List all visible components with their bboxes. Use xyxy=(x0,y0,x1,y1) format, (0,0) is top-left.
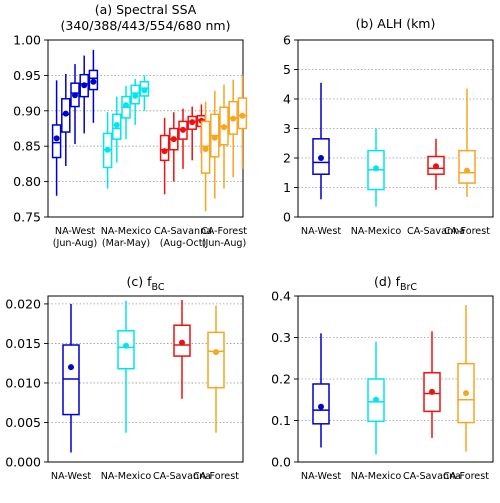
y-tick-label: 5 xyxy=(283,62,291,77)
x-category-label: CA-Forest xyxy=(443,471,489,482)
mean-marker xyxy=(464,167,470,174)
panel-title-main: (d) f xyxy=(374,274,401,289)
x-category-label: NA-Mexico xyxy=(351,471,402,482)
x-category-label: NA-West xyxy=(301,471,341,482)
mean-marker xyxy=(113,121,120,128)
mean-marker xyxy=(170,136,177,143)
mean-marker xyxy=(104,146,111,153)
panel-title: (c) fBC xyxy=(127,274,165,293)
panel-title: (b) ALH (km) xyxy=(356,16,436,31)
mean-marker xyxy=(318,155,324,161)
x-category-label: NA-Mexico xyxy=(101,471,152,482)
x-category-sublabel: (Jun-Aug) xyxy=(202,238,246,249)
panel-title: (a) Spectral SSA xyxy=(95,2,197,17)
mean-marker xyxy=(62,110,69,117)
panel-title-subscript: BC xyxy=(152,282,165,293)
y-tick-label: 0.2 xyxy=(271,372,291,387)
y-tick-label: 4 xyxy=(283,92,291,107)
mean-marker xyxy=(373,396,379,403)
x-category-label: CA-Forest xyxy=(444,226,490,237)
mean-marker xyxy=(202,146,209,153)
panel-title: (d) fBrC xyxy=(374,274,417,293)
x-category-sublabel: (Jun-Aug) xyxy=(53,238,97,249)
x-category-label: CA-Forest xyxy=(201,226,247,237)
y-tick-label: 0 xyxy=(283,210,291,225)
mean-marker xyxy=(123,342,129,349)
mean-marker xyxy=(179,339,185,346)
x-category-label: NA-Mexico xyxy=(351,226,402,237)
mean-marker xyxy=(90,78,97,85)
x-category-label: CA-Savanna xyxy=(403,471,461,482)
x-category-sublabel: (Aug-Oct) xyxy=(160,238,207,249)
plot-frame xyxy=(297,295,494,463)
mean-marker xyxy=(161,148,168,155)
mean-marker xyxy=(221,124,227,131)
y-tick-label: 0.000 xyxy=(5,455,41,470)
mean-marker xyxy=(373,165,379,172)
panel-subtitle: (340/388/443/554/680 nm) xyxy=(61,18,231,33)
mean-marker xyxy=(213,349,219,356)
mean-marker xyxy=(132,92,139,99)
x-category-label: CA-Savanna xyxy=(154,226,212,237)
plot-frame xyxy=(297,39,494,218)
mean-marker xyxy=(189,119,196,126)
box xyxy=(62,344,80,416)
y-tick-label: 0.015 xyxy=(5,336,41,351)
y-tick-label: 2 xyxy=(283,151,291,166)
panel-spectral-ssa: (a) Spectral SSA (340/388/443/554/680 nm… xyxy=(13,2,247,249)
mean-marker xyxy=(141,87,148,94)
plot-frame xyxy=(47,295,244,463)
x-category-sublabel: (Mar-May) xyxy=(102,238,150,249)
mean-marker xyxy=(72,92,78,99)
mean-marker xyxy=(68,364,74,371)
y-tick-label: 0.4 xyxy=(271,289,291,304)
box xyxy=(159,134,170,162)
box xyxy=(458,149,476,184)
y-tick-label: 0.010 xyxy=(5,375,41,390)
y-tick-label: 1.00 xyxy=(13,33,41,48)
mean-marker xyxy=(230,115,237,122)
mean-marker xyxy=(211,134,218,141)
y-tick-label: 0.005 xyxy=(5,415,41,430)
x-category-label: NA-West xyxy=(301,226,341,237)
x-category-label: NA-Mexico xyxy=(101,226,152,237)
mean-marker xyxy=(123,102,129,109)
x-category-label: NA-West xyxy=(55,226,95,237)
panel-title-main: (c) f xyxy=(127,274,153,289)
mean-marker xyxy=(463,390,469,397)
mean-marker xyxy=(180,126,186,133)
y-tick-label: 0.020 xyxy=(5,296,41,311)
box xyxy=(117,330,135,370)
mean-marker xyxy=(81,82,88,89)
x-category-label: CA-Forest xyxy=(193,471,239,482)
panel-alh: (b) ALH (km) 0 1 2 3 4 5 6 NA-West NA-Mexico CA-S… xyxy=(283,16,494,237)
y-tick-label: 0.85 xyxy=(13,139,41,154)
panel-fbc: (c) fBC 0.000 0.005 0.010 0.015 0.020 NA-West… xyxy=(5,274,244,482)
box xyxy=(207,331,225,389)
y-tick-label: 3 xyxy=(283,121,291,136)
y-tick-label: 1 xyxy=(283,180,291,195)
y-tick-label: 0.80 xyxy=(13,174,41,189)
panel-fbrc: (d) fBrC 0.0 0.1 0.2 0.3 0.4 NA-West NA-Mexico… xyxy=(271,274,494,482)
x-category-label: NA-West xyxy=(51,471,91,482)
y-tick-label: 6 xyxy=(283,33,291,48)
y-tick-label: 0.95 xyxy=(13,68,41,83)
panel-title-subscript: BrC xyxy=(400,282,417,293)
mean-marker xyxy=(318,403,324,410)
x-category-label: CA-Savanna xyxy=(153,471,211,482)
y-tick-label: 0.75 xyxy=(13,210,41,225)
y-tick-label: 0.1 xyxy=(271,413,291,428)
y-tick-label: 0.0 xyxy=(271,455,291,470)
x-category-label: CA-Savanna xyxy=(407,226,465,237)
y-tick-label: 0.90 xyxy=(13,103,41,118)
mean-marker xyxy=(239,112,246,119)
mean-marker xyxy=(53,135,60,142)
mean-marker xyxy=(433,163,439,170)
y-tick-label: 0.3 xyxy=(271,330,291,345)
mean-marker xyxy=(429,388,435,395)
